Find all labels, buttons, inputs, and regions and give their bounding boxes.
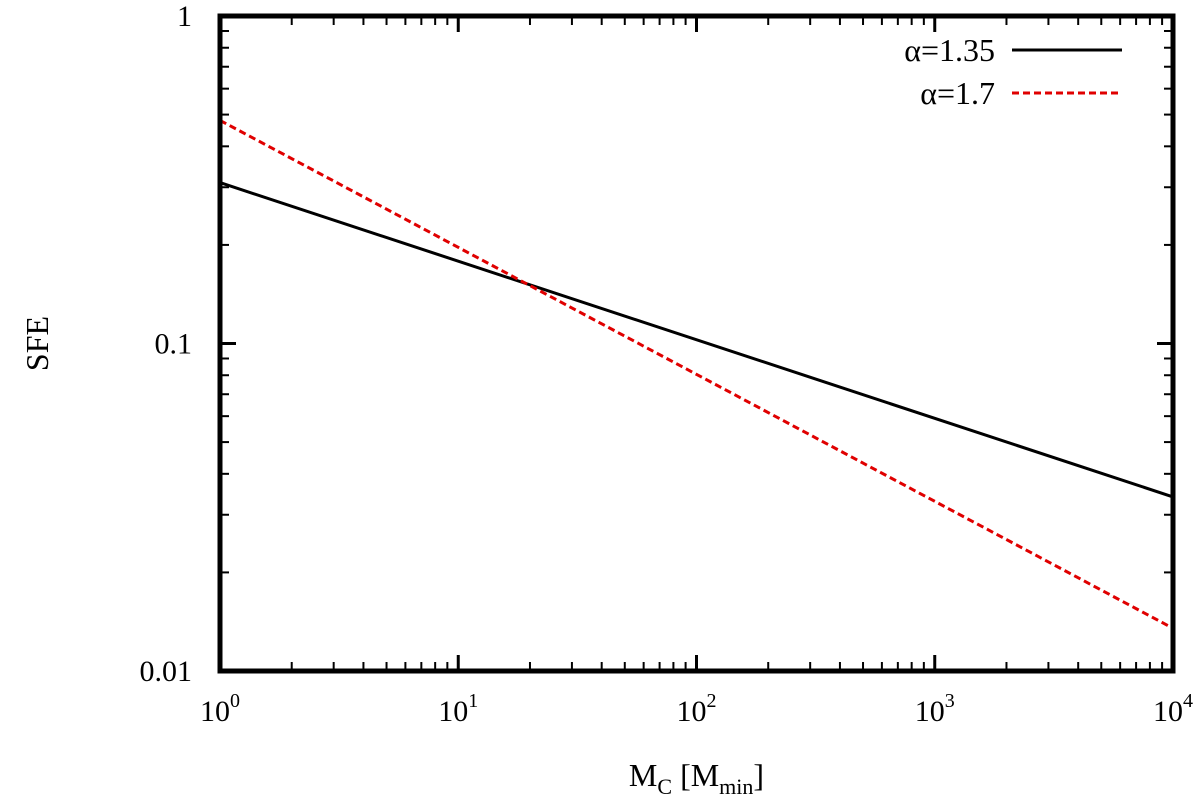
series-line-2: [219, 119, 1174, 630]
x-tick-label: 101: [438, 690, 478, 728]
major-ticks: [218, 14, 1175, 673]
x-axis-label-main: M: [629, 757, 657, 793]
x-tick-label: 104: [1153, 690, 1193, 728]
x-axis-label-sub: C: [657, 774, 672, 799]
y-tick-label: 0.01: [140, 655, 193, 688]
legend-label: α=1.35: [904, 32, 995, 68]
x-tick-labels: 100 101 102 103 104: [200, 690, 1193, 728]
series-layer: [219, 119, 1174, 630]
legend-label: α=1.7: [920, 75, 995, 111]
y-tick-labels: 1 0.1 0.01: [140, 0, 193, 688]
legend: α=1.35 α=1.7: [904, 32, 1122, 111]
x-axis-label-bracket-sub: min: [719, 774, 753, 799]
x-axis-label-bracket-open: [M: [672, 757, 719, 793]
minor-ticks: [220, 16, 1173, 671]
series-line-1: [219, 181, 1174, 499]
x-tick-label: 100: [200, 690, 240, 728]
x-axis-label-bracket-close: ]: [753, 757, 764, 793]
y-tick-label: 0.1: [155, 328, 193, 361]
y-axis-label: SFE: [19, 316, 55, 371]
x-tick-label: 103: [915, 690, 955, 728]
plot-frame: [217, 13, 1176, 674]
x-tick-label: 102: [677, 690, 717, 728]
y-tick-label: 1: [177, 0, 192, 33]
x-axis-label: MC [Mmin]: [629, 757, 764, 799]
